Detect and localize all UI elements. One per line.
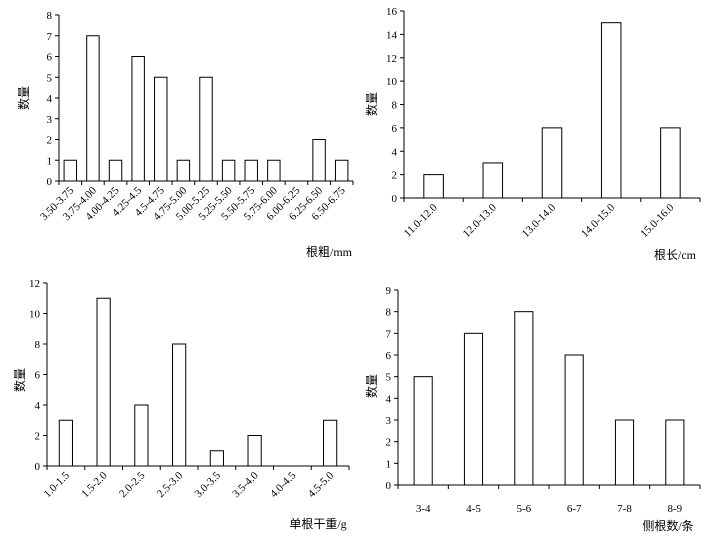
y-tick-label: 8 <box>386 307 392 319</box>
y-axis-title: 数量 <box>364 374 379 398</box>
x-category-label: 6-7 <box>567 503 582 515</box>
x-category-label: 13.0-14.0 <box>520 201 559 240</box>
x-axis-title: 侧根数/条 <box>642 518 693 533</box>
bar-1.0-1.5 <box>58 419 73 467</box>
y-tick-label: 7 <box>47 31 53 43</box>
bar-11.0-12.0 <box>423 174 444 199</box>
y-tick-label: 4 <box>392 146 398 158</box>
bar-15.0-16.0 <box>660 127 681 199</box>
bar-6-7 <box>564 354 584 486</box>
x-category-label: 11.0-12.0 <box>402 201 440 239</box>
bar-13.0-14.0 <box>541 127 563 199</box>
x-axis-title: 单根干重/g <box>289 517 346 531</box>
x-category-label: 4-5 <box>466 503 481 515</box>
x-category-label: 3.0-3.5 <box>192 469 223 500</box>
bar-7-8 <box>614 419 635 486</box>
y-tick-label: 10 <box>386 76 398 88</box>
x-category-label: 2.5-3.0 <box>155 469 186 500</box>
chart-panel-2: 0 2 4 6 8 10 12 14 16 11.0-12.0 12.0-13.0 13.0-14.0… <box>364 6 701 262</box>
bar-14.0-15.0 <box>600 22 622 199</box>
bar-5.25-5.50 <box>221 159 236 182</box>
bar-4.00-4.25 <box>108 159 123 182</box>
y-axis-title: 数量 <box>364 92 379 116</box>
y-axis-title: 数量 <box>16 86 31 110</box>
bar-3.75-4.00 <box>86 35 100 182</box>
y-tick-label: 2 <box>35 431 41 443</box>
x-category-label: 5-6 <box>516 503 531 515</box>
bar-6.25-6.50 <box>312 139 326 182</box>
y-tick-label: 12 <box>29 278 40 290</box>
x-category-label: 7-8 <box>617 503 632 515</box>
x-axis-title: 根长/cm <box>654 248 697 262</box>
y-tick-label: 8 <box>47 10 53 22</box>
y-tick-label: 0 <box>47 176 53 188</box>
bar-3-4 <box>413 376 433 486</box>
y-tick-label: 1 <box>47 155 53 167</box>
y-tick-label: 8 <box>35 339 41 351</box>
y-tick-label: 10 <box>29 309 41 321</box>
y-tick-label: 8 <box>392 100 398 112</box>
x-category-label: 12.0-13.0 <box>461 201 500 240</box>
y-tick-label: 5 <box>386 372 392 384</box>
x-category-label: 8-9 <box>667 503 682 515</box>
x-category-label: 15.0-16.0 <box>638 201 677 240</box>
y-tick-label: 4 <box>386 393 392 405</box>
bar-2.5-3.0 <box>172 343 187 467</box>
x-category-label: 14.0-15.0 <box>579 201 618 240</box>
x-category-label: 2.0-2.5 <box>117 469 148 500</box>
y-tick-label: 2 <box>386 437 392 449</box>
bar-2.0-2.5 <box>134 404 149 467</box>
chart-panel-3: 0 2 4 6 8 10 12 1.0-1.5 1.5-2.0 2.0-2.5 2.5-3.0 3.0… <box>12 278 350 531</box>
bar-4.25-4.5 <box>131 56 145 182</box>
x-category-label: 1.5-2.0 <box>79 469 110 500</box>
y-tick-label: 16 <box>386 6 398 18</box>
y-tick-label: 5 <box>47 72 53 84</box>
y-tick-label: 4 <box>47 93 53 105</box>
y-tick-label: 2 <box>47 135 53 147</box>
y-tick-label: 3 <box>386 415 392 427</box>
y-tick-label: 0 <box>386 480 392 492</box>
y-tick-label: 6 <box>386 350 392 362</box>
bar-5-6 <box>514 311 534 486</box>
y-tick-label: 6 <box>47 52 53 64</box>
x-category-label: 4.5-5.0 <box>306 469 337 500</box>
bar-4.75-5.00 <box>176 159 191 182</box>
y-tick-label: 3 <box>47 114 53 126</box>
y-tick-label: 6 <box>35 370 41 382</box>
chart-panel-1: 0123456783.50-3.753.75-4.004.00-4.254.25… <box>16 10 354 259</box>
bar-8-9 <box>665 419 685 486</box>
y-tick-label: 1 <box>386 458 392 470</box>
x-category-label: 3.5-4.0 <box>230 469 261 500</box>
bar-4.5-4.75 <box>154 76 168 182</box>
y-tick-label: 0 <box>35 461 41 473</box>
bar-4-5 <box>463 332 484 486</box>
y-tick-label: 7 <box>386 328 392 340</box>
bar-3.0-3.5 <box>209 450 224 467</box>
bar-6.50-6.75 <box>334 159 349 182</box>
x-category-label: 4.0-4.5 <box>268 469 299 500</box>
x-category-label: 3-4 <box>416 503 431 515</box>
y-tick-label: 4 <box>35 400 41 412</box>
y-tick-label: 12 <box>386 53 397 65</box>
bar-5.00-5.25 <box>199 76 213 182</box>
bar-4.5-5.0 <box>323 419 338 467</box>
y-axis-title: 数量 <box>12 368 27 392</box>
y-tick-label: 2 <box>392 170 398 182</box>
y-tick-label: 6 <box>392 123 398 135</box>
bar-3.50-3.75 <box>63 159 78 182</box>
y-tick-label: 9 <box>386 285 392 297</box>
bar-5.50-5.75 <box>244 159 258 182</box>
x-category-label: 1.0-1.5 <box>41 469 72 500</box>
bar-12.0-13.0 <box>482 162 504 199</box>
x-axis-title: 根粗/mm <box>306 245 353 259</box>
bar-3.5-4.0 <box>247 435 262 467</box>
bar-5.75-6.00 <box>267 159 281 182</box>
y-tick-label: 0 <box>392 193 398 205</box>
bar-1.5-2.0 <box>96 297 111 467</box>
y-tick-label: 14 <box>386 29 398 41</box>
